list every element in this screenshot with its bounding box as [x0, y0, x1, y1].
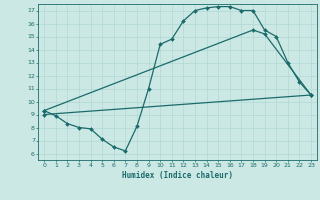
- X-axis label: Humidex (Indice chaleur): Humidex (Indice chaleur): [122, 171, 233, 180]
